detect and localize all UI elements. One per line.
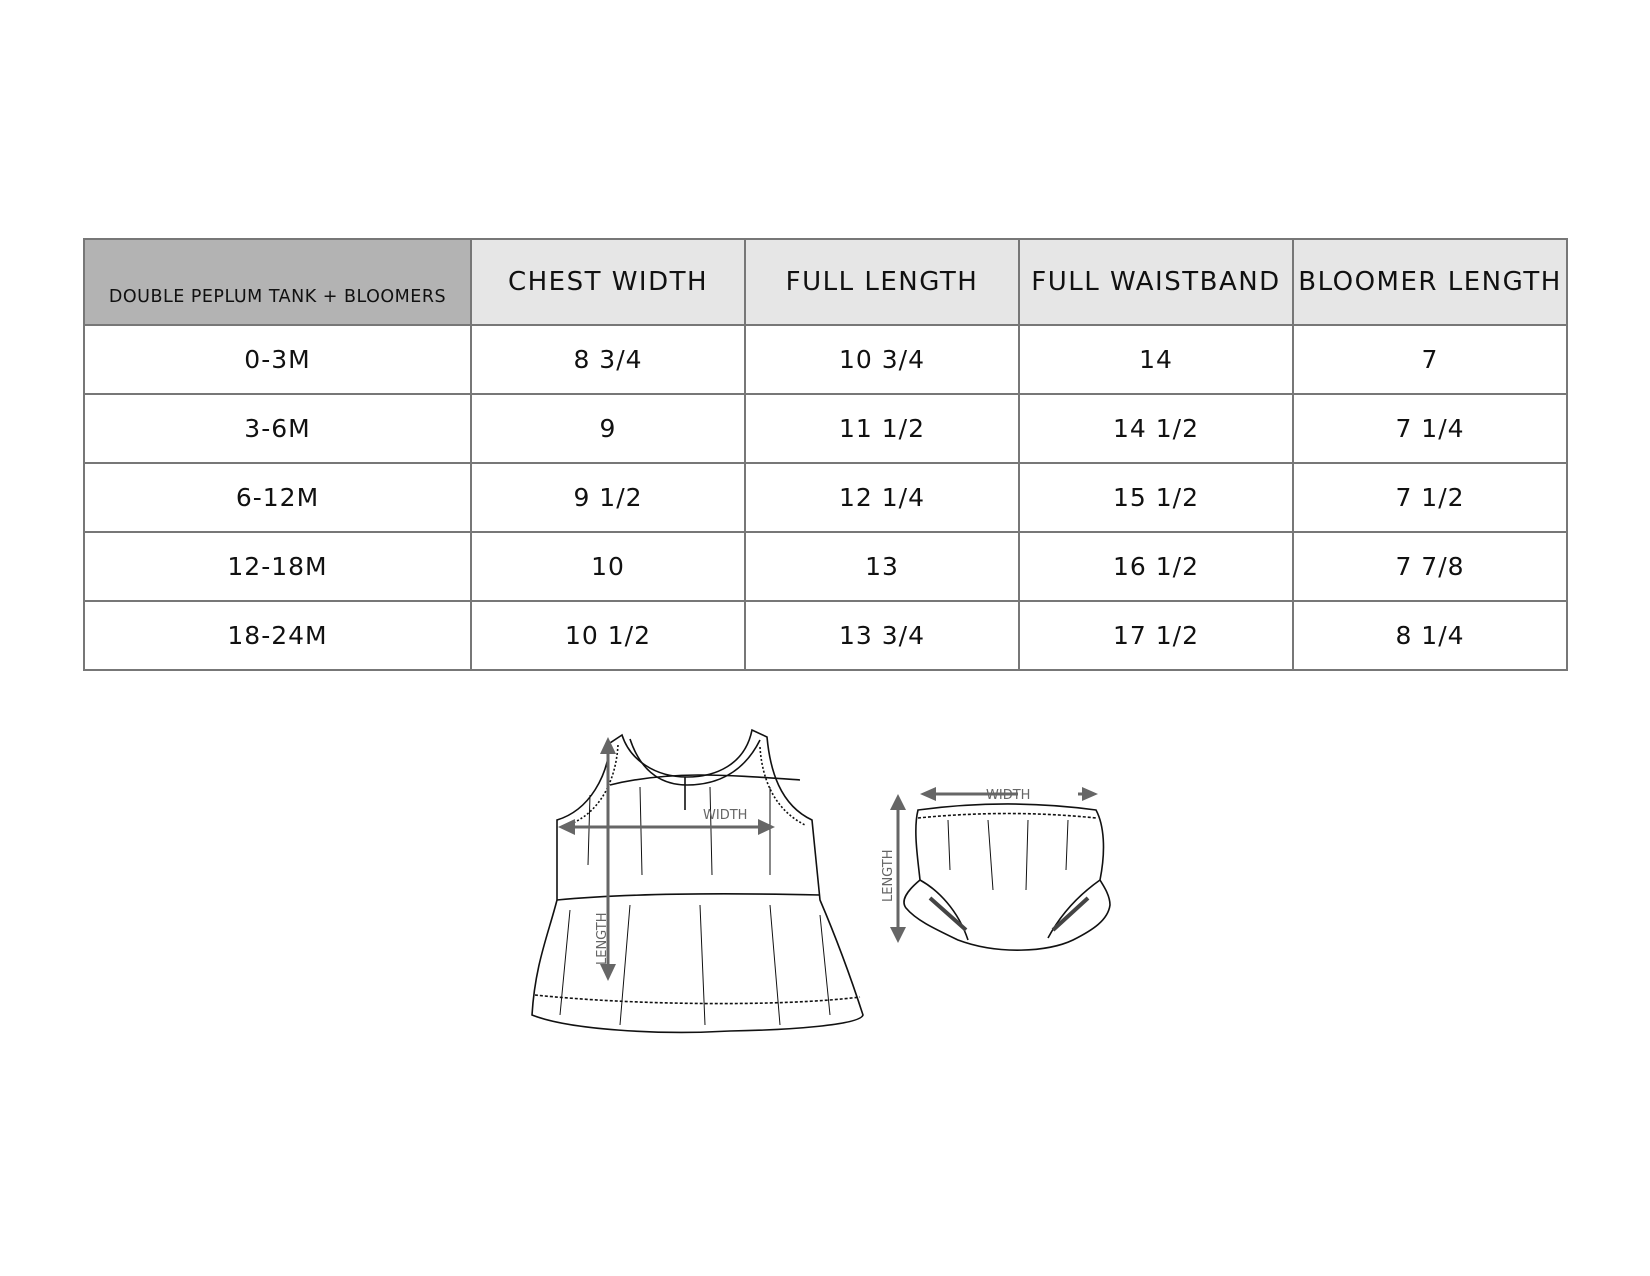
measurement-cell: 14 1/2 [1018, 393, 1294, 464]
measurement-cell: 11 1/2 [744, 393, 1020, 464]
size-cell: 18-24M [83, 600, 472, 671]
header-chest-width: CHEST WIDTH [470, 238, 746, 326]
size-cell: 0-3M [83, 324, 472, 395]
tank-outline [531, 728, 864, 1034]
bloomers-width-label: WIDTH [986, 788, 1030, 803]
measurement-cell: 13 [744, 531, 1020, 602]
size-cell: 6-12M [83, 462, 472, 533]
header-bloomer-length: BLOOMER LENGTH [1292, 238, 1568, 326]
table-row: 6-12M 9 1/2 12 1/4 15 1/2 7 1/2 [83, 462, 1568, 533]
measurement-cell: 15 1/2 [1018, 462, 1294, 533]
bloomers-length-label: LENGTH [881, 849, 896, 902]
measurement-cell: 12 1/4 [744, 462, 1020, 533]
header-full-length: FULL LENGTH [744, 238, 1020, 326]
tank-diagram: WIDTH LENGTH [531, 728, 864, 1034]
measurement-cell: 8 1/4 [1292, 600, 1568, 671]
bloomers-diagram: WIDTH LENGTH [881, 787, 1111, 951]
measurement-cell: 17 1/2 [1018, 600, 1294, 671]
measurement-cell: 7 1/2 [1292, 462, 1568, 533]
bloomers-outline [903, 803, 1111, 951]
measurement-cell: 10 3/4 [744, 324, 1020, 395]
measurement-cell: 14 [1018, 324, 1294, 395]
tank-measure-arrows [558, 737, 775, 981]
header-full-waistband: FULL WAISTBAND [1018, 238, 1294, 326]
measurement-cell: 7 1/4 [1292, 393, 1568, 464]
header-row: DOUBLE PEPLUM TANK + BLOOMERS CHEST WIDT… [83, 238, 1568, 326]
tank-length-label: LENGTH [595, 912, 610, 965]
measurement-cell: 13 3/4 [744, 600, 1020, 671]
size-cell: 3-6M [83, 393, 472, 464]
size-chart-table: DOUBLE PEPLUM TANK + BLOOMERS CHEST WIDT… [83, 238, 1568, 671]
measurement-cell: 16 1/2 [1018, 531, 1294, 602]
measurement-cell: 9 1/2 [470, 462, 746, 533]
table-row: 12-18M 10 13 16 1/2 7 7/8 [83, 531, 1568, 602]
measurement-cell: 7 7/8 [1292, 531, 1568, 602]
product-name-header: DOUBLE PEPLUM TANK + BLOOMERS [83, 238, 472, 326]
size-cell: 12-18M [83, 531, 472, 602]
table-row: 0-3M 8 3/4 10 3/4 14 7 [83, 324, 1568, 395]
measurement-cell: 9 [470, 393, 746, 464]
measurement-cell: 10 1/2 [470, 600, 746, 671]
measurement-cell: 7 [1292, 324, 1568, 395]
table-row: 18-24M 10 1/2 13 3/4 17 1/2 8 1/4 [83, 600, 1568, 671]
table-row: 3-6M 9 11 1/2 14 1/2 7 1/4 [83, 393, 1568, 464]
tank-width-label: WIDTH [703, 808, 747, 823]
measurement-cell: 10 [470, 531, 746, 602]
bloomers-measure-arrows [890, 787, 1098, 943]
measurement-cell: 8 3/4 [470, 324, 746, 395]
